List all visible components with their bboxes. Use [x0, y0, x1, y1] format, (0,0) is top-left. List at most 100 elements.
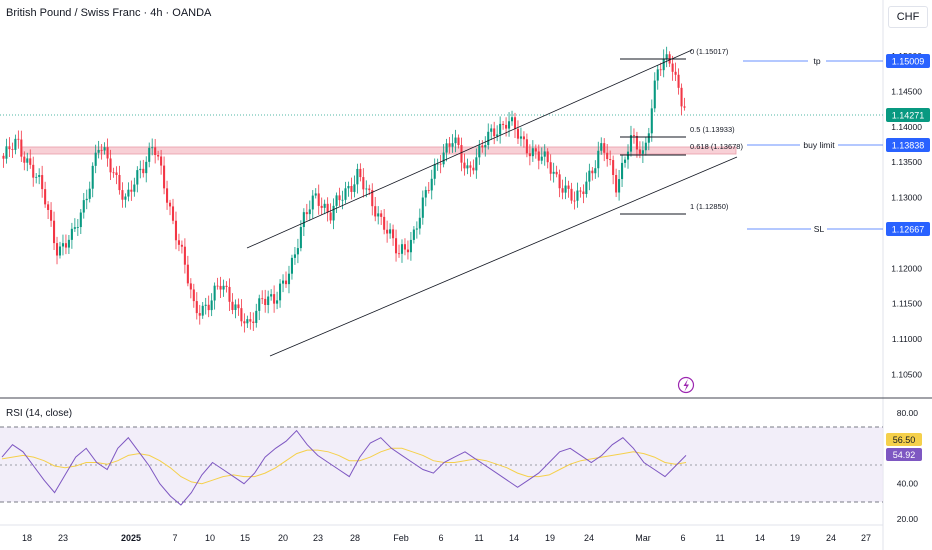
candle-body: [151, 147, 154, 149]
candle-body: [174, 220, 178, 241]
candle-body: [409, 239, 412, 253]
time-tick-label: 6: [680, 533, 685, 543]
candle-body: [115, 172, 118, 175]
candle-body: [389, 229, 392, 234]
candle-body: [246, 319, 249, 324]
buy-limit-label-bg: [800, 139, 838, 151]
candle-body: [579, 190, 582, 192]
rsi-ma-value-tag: 54.92: [886, 448, 922, 461]
candle-body: [264, 298, 267, 306]
candle-body: [671, 63, 674, 72]
buy-limit-price-tag: 1.13838: [886, 138, 930, 152]
candle-body: [680, 87, 683, 107]
candle-body: [442, 152, 445, 165]
candle-body: [558, 174, 561, 189]
price-tick-label: 1.11000: [892, 334, 922, 344]
candle-body: [475, 157, 478, 171]
candle-body: [195, 301, 198, 314]
candle-body: [386, 229, 389, 234]
candle-body: [85, 198, 88, 201]
candle-body: [585, 181, 588, 195]
channel-lower-line[interactable]: [269, 156, 738, 357]
svg-text:1.12667: 1.12667: [892, 225, 925, 235]
currency-button[interactable]: CHF: [888, 6, 928, 28]
candle-body: [647, 133, 650, 143]
candle-body: [353, 184, 356, 192]
candle-body: [222, 285, 225, 290]
candle-body: [656, 69, 659, 81]
candle-body: [623, 159, 627, 163]
candle-body: [466, 165, 469, 169]
candle-body: [29, 158, 32, 165]
candle-body: [91, 165, 94, 189]
candle-body: [576, 190, 579, 201]
candle-body: [344, 188, 347, 200]
candles-group: [2, 46, 686, 333]
candle-body: [400, 244, 404, 254]
time-tick-label: 14: [755, 533, 765, 543]
buy-limit-label: buy limit: [803, 140, 835, 150]
candle-body: [267, 296, 270, 306]
time-tick-label: 20: [278, 533, 288, 543]
rsi-title[interactable]: RSI (14, close): [6, 408, 73, 419]
svg-text:1.13838: 1.13838: [892, 141, 925, 151]
current-price-tag: 1.14271: [886, 108, 930, 122]
lightning-icon[interactable]: [677, 376, 695, 394]
candle-body: [163, 165, 166, 189]
candle-body: [335, 195, 338, 206]
candle-body: [228, 286, 231, 302]
candle-body: [674, 71, 677, 75]
candle-body: [192, 289, 195, 302]
candle-body: [225, 285, 228, 287]
candle-body: [284, 280, 288, 285]
rsi-axis-labels: 20.00 40.00 80.00: [897, 408, 919, 524]
candle-body: [516, 128, 520, 139]
candle-body: [148, 147, 151, 162]
svg-text:54.92: 54.92: [893, 450, 916, 460]
candle-body: [460, 145, 463, 163]
time-tick-label: Mar: [635, 533, 651, 543]
time-tick-label: 2025: [121, 533, 141, 543]
channel-upper-line[interactable]: [246, 49, 693, 249]
candle-body: [2, 155, 5, 159]
candle-body: [502, 123, 505, 125]
candle-body: [329, 212, 332, 221]
candle-body: [454, 137, 457, 144]
chart-title[interactable]: British Pound / Swiss Franc · 4h · OANDA: [6, 7, 212, 19]
candle-body: [323, 203, 326, 208]
candle-body: [145, 161, 148, 174]
candle-body: [308, 209, 311, 215]
candle-body: [478, 145, 481, 158]
candle-body: [632, 135, 635, 136]
candle-body: [436, 163, 439, 165]
candle-body: [249, 319, 252, 322]
candle-body: [582, 191, 585, 195]
candle-body: [665, 54, 668, 59]
candle-body: [273, 294, 276, 304]
candle-body: [659, 69, 662, 71]
candle-body: [490, 128, 493, 132]
candle-body: [683, 106, 686, 108]
candle-body: [451, 143, 454, 147]
time-tick-label: 19: [790, 533, 800, 543]
candle-body: [213, 285, 216, 301]
candle-body: [142, 168, 145, 174]
candle-body: [570, 188, 573, 201]
candle-body: [198, 313, 201, 316]
candle-body: [109, 158, 112, 173]
candle-body: [383, 216, 386, 230]
candle-body: [5, 146, 8, 159]
candle-body: [166, 188, 169, 203]
candle-body: [644, 142, 647, 151]
candle-body: [58, 246, 62, 256]
price-tick-label: 1.12000: [891, 263, 922, 273]
candle-body: [255, 310, 258, 323]
candle-body: [564, 185, 567, 193]
fib-05-label: 0.5 (1.13933): [690, 125, 735, 134]
candle-body: [561, 188, 564, 193]
candle-body: [573, 200, 576, 202]
candle-body: [484, 145, 487, 148]
candle-body: [591, 170, 594, 174]
candle-body: [499, 123, 502, 135]
